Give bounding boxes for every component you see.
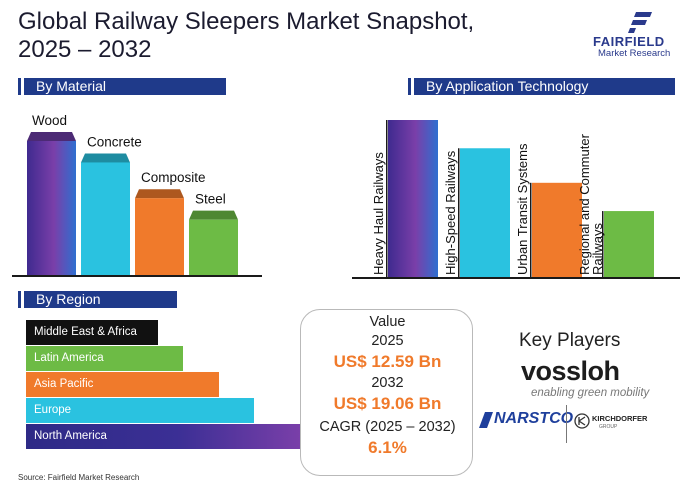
- region-bar-north-america: North America: [26, 424, 301, 449]
- application-label-high-speed-railways: High-Speed Railways: [443, 150, 458, 275]
- logo-name: FAIRFIELD: [593, 34, 665, 49]
- value-2025: US$ 12.59 Bn: [333, 352, 442, 371]
- kirchdorfer-sub: GROUP: [599, 424, 618, 430]
- narstco-emblem-icon: [479, 412, 493, 428]
- value-year-2025: 2025: [371, 333, 404, 349]
- material-bar-steel: [189, 219, 238, 275]
- material-label-wood: Wood: [32, 113, 67, 128]
- title-line-2: 2025 – 2032: [18, 36, 152, 63]
- logo-subtitle: Market Research: [598, 48, 671, 59]
- application-baseline: [352, 277, 680, 279]
- value-label: Value: [369, 314, 406, 330]
- fairfield-logo-icon: [628, 12, 652, 33]
- material-bar-wood: [27, 141, 76, 275]
- application-divider-heavy-haul-railways: [386, 120, 388, 277]
- application-chart-svg: Heavy Haul Railways High-Speed Railways Ur…: [352, 120, 680, 279]
- material-label-steel: Steel: [195, 192, 226, 207]
- application-divider-urban-transit-systems: [530, 182, 532, 277]
- key-players-title: Key Players: [519, 330, 621, 351]
- cagr-label: CAGR (2025 – 2032): [319, 419, 456, 435]
- vossloh-tagline: enabling green mobility: [531, 387, 650, 399]
- application-divider-regional-and-commuter-railways: [602, 211, 604, 277]
- application-bar-heavy-haul-railways: [388, 120, 438, 277]
- application-label-heavy-haul-railways: Heavy Haul Railways: [371, 152, 386, 275]
- material-bar-cap-composite: [135, 189, 184, 199]
- material-bar-cap-steel: [189, 210, 238, 220]
- material-label-composite: Composite: [141, 170, 206, 185]
- vossloh-logo: vossloh: [521, 356, 620, 386]
- material-bar-cap-concrete: [81, 153, 130, 163]
- kirchdorfer-emblem-icon: [574, 413, 590, 429]
- material-bar-concrete: [81, 162, 130, 275]
- kirchdorfer-logo: KIRCHDORFER: [592, 414, 648, 423]
- material-baseline: [12, 275, 262, 277]
- title-line-1: Global Railway Sleepers Market Snapshot,: [18, 8, 475, 35]
- application-chart: Heavy Haul Railways High-Speed Railways Ur…: [352, 100, 682, 282]
- source-note: Source: Fairfield Market Research: [18, 473, 140, 482]
- value-year-2032: 2032: [371, 375, 404, 391]
- value-2032: US$ 19.06 Bn: [333, 394, 442, 413]
- narstco-logo: NARSTCO: [494, 410, 574, 427]
- application-divider-high-speed-railways: [458, 148, 460, 277]
- section-header-material: By Material: [18, 78, 226, 95]
- region-bar-middle-east-africa: Middle East & Africa: [26, 320, 158, 345]
- value-box: Value 2025 US$ 12.59 Bn 2032 US$ 19.06 B…: [300, 309, 473, 476]
- section-header-region: By Region: [18, 291, 177, 308]
- application-bar-regional-and-commuter-railways: [604, 211, 654, 277]
- section-header-application: By Application Technology: [408, 78, 675, 95]
- application-label-regional-and-commuter-railways: Regional and CommuterRailways: [577, 133, 605, 275]
- material-bar-composite: [135, 198, 184, 275]
- region-bar-latin-america: Latin America: [26, 346, 183, 371]
- region-bar-europe: Europe: [26, 398, 255, 423]
- material-chart-svg: Wood Concrete Composite Steel: [12, 113, 262, 277]
- region-chart: Middle East & Africa Latin America Asia Pa…: [12, 310, 302, 460]
- application-bar-high-speed-railways: [460, 148, 510, 277]
- cagr-value: 6.1%: [368, 438, 407, 457]
- material-bar-cap-wood: [27, 132, 76, 141]
- material-label-concrete: Concrete: [87, 134, 142, 149]
- application-label-urban-transit-systems: Urban Transit Systems: [515, 143, 530, 275]
- page-title: Global Railway Sleepers Market Snapshot,…: [18, 8, 558, 64]
- region-bar-asia-pacific: Asia Pacific: [26, 372, 219, 397]
- logo-divider: [566, 405, 567, 443]
- application-bar-urban-transit-systems: [532, 182, 582, 277]
- material-chart: Wood Concrete Composite Steel: [12, 100, 262, 280]
